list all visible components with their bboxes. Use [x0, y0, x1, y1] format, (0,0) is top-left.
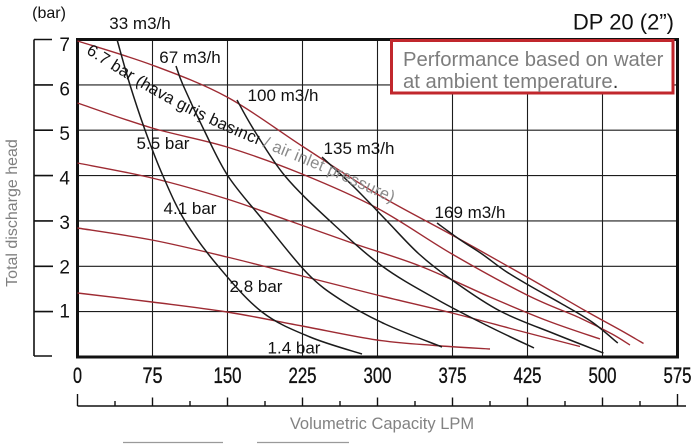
svg-text:4.1 bar: 4.1 bar — [164, 199, 217, 218]
svg-text:Total discharge head: Total discharge head — [4, 139, 21, 287]
svg-text:5.5 bar: 5.5 bar — [137, 134, 190, 153]
svg-text:6: 6 — [59, 80, 70, 101]
svg-text:375: 375 — [439, 363, 467, 388]
svg-text:67 m3/h: 67 m3/h — [159, 48, 220, 67]
svg-text:500: 500 — [589, 363, 617, 388]
svg-text:135 m3/h: 135 m3/h — [324, 139, 395, 158]
svg-text:169 m3/h: 169 m3/h — [435, 203, 506, 222]
svg-text:0: 0 — [73, 363, 82, 388]
svg-text:4: 4 — [59, 168, 70, 189]
svg-text:7: 7 — [59, 35, 70, 56]
svg-text:(bar): (bar) — [32, 5, 66, 22]
svg-text:575: 575 — [664, 363, 692, 388]
svg-text:DP 20 (2”): DP 20 (2”) — [573, 10, 674, 35]
svg-text:1.4 bar: 1.4 bar — [268, 339, 321, 358]
svg-text:300: 300 — [364, 363, 392, 388]
svg-text:at ambient temperature.: at ambient temperature. — [403, 71, 618, 93]
svg-text:5: 5 — [59, 124, 70, 145]
svg-text:1: 1 — [59, 302, 70, 323]
svg-text:3: 3 — [59, 213, 70, 234]
svg-text:33 m3/h: 33 m3/h — [109, 14, 170, 33]
svg-text:75: 75 — [143, 363, 163, 388]
svg-text:150: 150 — [214, 363, 242, 388]
svg-text:2.8 bar: 2.8 bar — [230, 277, 283, 296]
svg-text:Performance based on water: Performance based on water — [403, 49, 664, 71]
svg-text:225: 225 — [289, 363, 317, 388]
svg-text:100 m3/h: 100 m3/h — [248, 86, 319, 105]
svg-text:425: 425 — [514, 363, 542, 388]
svg-text:2: 2 — [59, 257, 70, 278]
svg-text:Volumetric Capacity LPM: Volumetric Capacity LPM — [290, 415, 474, 433]
